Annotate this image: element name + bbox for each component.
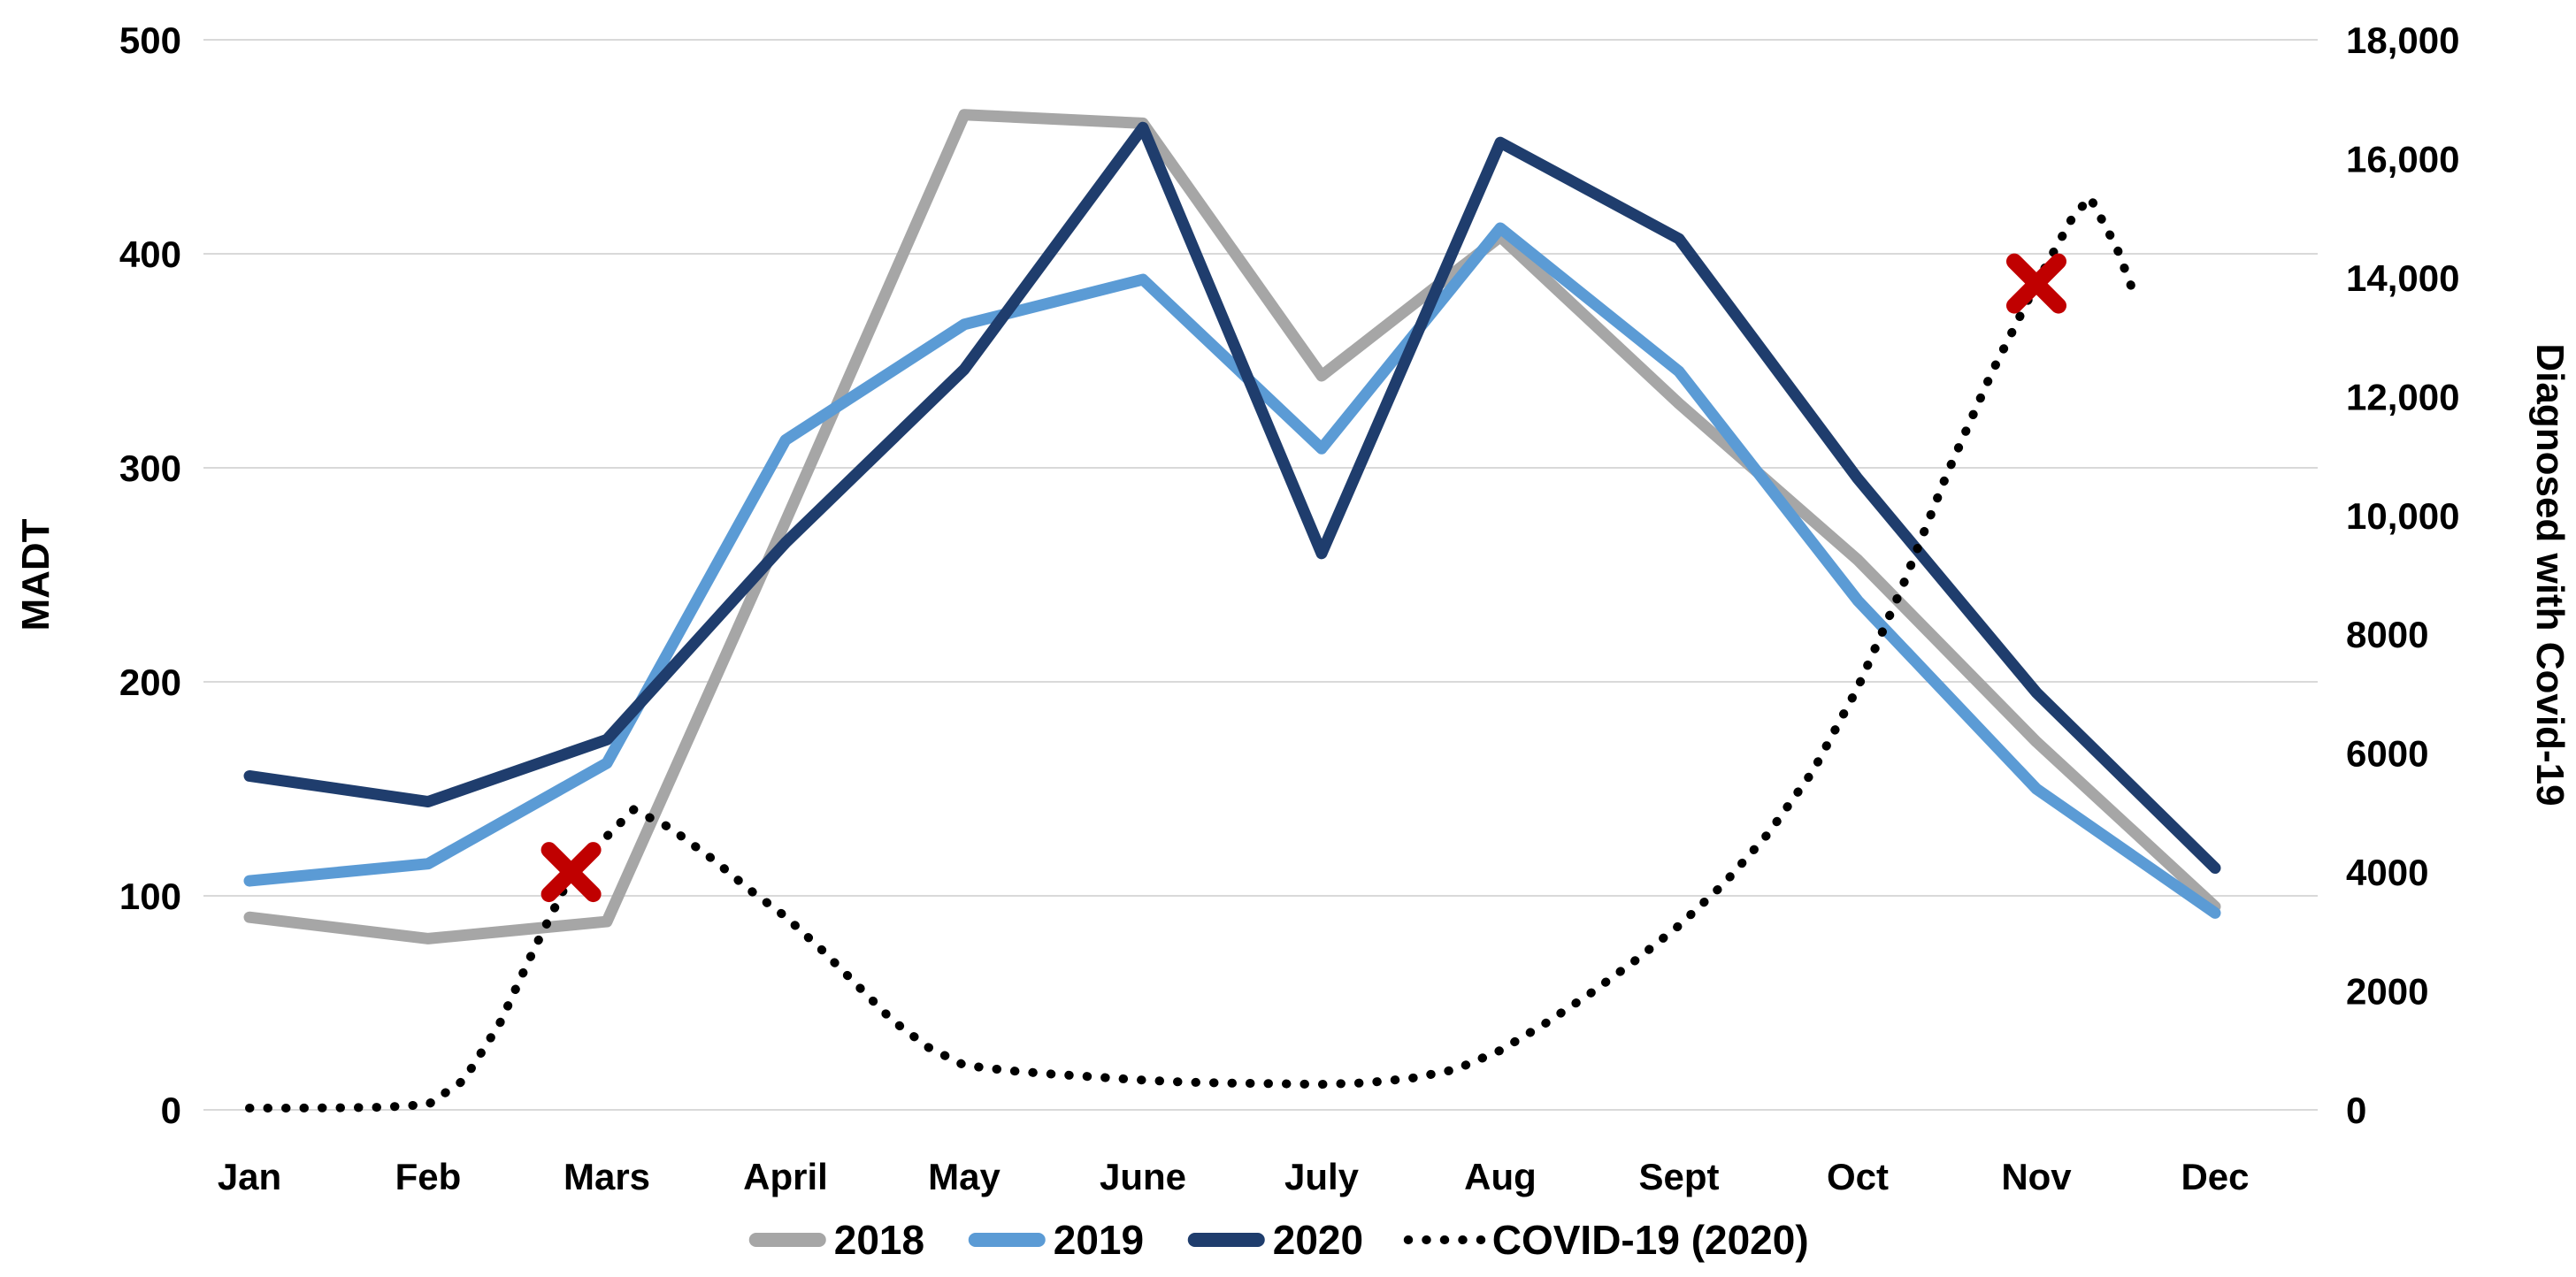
left-axis-tick-label: 300 xyxy=(119,447,181,489)
left-axis-tick-label: 0 xyxy=(161,1090,181,1131)
x-axis-label: April xyxy=(743,1156,828,1197)
x-axis-label: May xyxy=(928,1156,1000,1197)
x-axis-label: Oct xyxy=(1827,1156,1889,1197)
x-stroke xyxy=(540,842,602,903)
left-axis-tick-label: 200 xyxy=(119,661,181,703)
x-marker-mars xyxy=(540,842,602,903)
legend-item-covid-19-2020-: COVID-19 (2020) xyxy=(1403,1217,1809,1263)
right-axis-tick-label: 8000 xyxy=(2346,614,2428,655)
series-line-2019 xyxy=(243,222,2221,919)
right-axis-tick-label: 0 xyxy=(2346,1090,2366,1131)
x-marker-nov xyxy=(2006,253,2066,314)
legend-item-2020: 2020 xyxy=(1187,1217,1363,1263)
legend-label: 2019 xyxy=(1054,1217,1144,1263)
x-axis-label: Mars xyxy=(564,1156,650,1197)
x-axis-label: July xyxy=(1284,1156,1360,1197)
x-axis-label: Feb xyxy=(395,1156,462,1197)
right-axis-tick-label: 18,000 xyxy=(2346,19,2459,61)
right-axis-tick-label: 4000 xyxy=(2346,852,2428,893)
right-axis-tick-label: 10,000 xyxy=(2346,495,2459,537)
x-axis-label: Aug xyxy=(1464,1156,1537,1197)
legend-label: COVID-19 (2020) xyxy=(1492,1217,1809,1263)
left-axis-tick-label: 100 xyxy=(119,876,181,917)
series-line-2020 xyxy=(243,121,2221,875)
left-axis-tick-label: 400 xyxy=(119,233,181,275)
legend-label: 2018 xyxy=(834,1217,924,1263)
right-axis-tick-label: 14,000 xyxy=(2346,257,2459,299)
right-axis-tick-label: 16,000 xyxy=(2346,138,2459,180)
left-axis-tick-label: 500 xyxy=(119,19,181,61)
right-axis-tick-label: 12,000 xyxy=(2346,376,2459,417)
x-stroke xyxy=(2006,253,2066,314)
x-axis-label: Jan xyxy=(218,1156,281,1197)
left-axis-title: MADT xyxy=(14,518,58,631)
x-axis-label: Nov xyxy=(2001,1156,2072,1197)
right-axis-tick-label: 6000 xyxy=(2346,733,2428,775)
x-axis-label: June xyxy=(1100,1156,1186,1197)
series-line-2018 xyxy=(243,109,2221,944)
right-axis-title: Diagnosed with Covid-19 xyxy=(2528,343,2572,806)
legend-item-2018: 2018 xyxy=(748,1217,924,1263)
x-axis-label: Dec xyxy=(2181,1156,2249,1197)
covid-dotted-line xyxy=(245,193,2140,1113)
right-axis-tick-label: 2000 xyxy=(2346,971,2428,1013)
legend-label: 2020 xyxy=(1273,1217,1363,1263)
x-axis-label: Sept xyxy=(1638,1156,1719,1197)
legend-item-2019: 2019 xyxy=(968,1217,1144,1263)
